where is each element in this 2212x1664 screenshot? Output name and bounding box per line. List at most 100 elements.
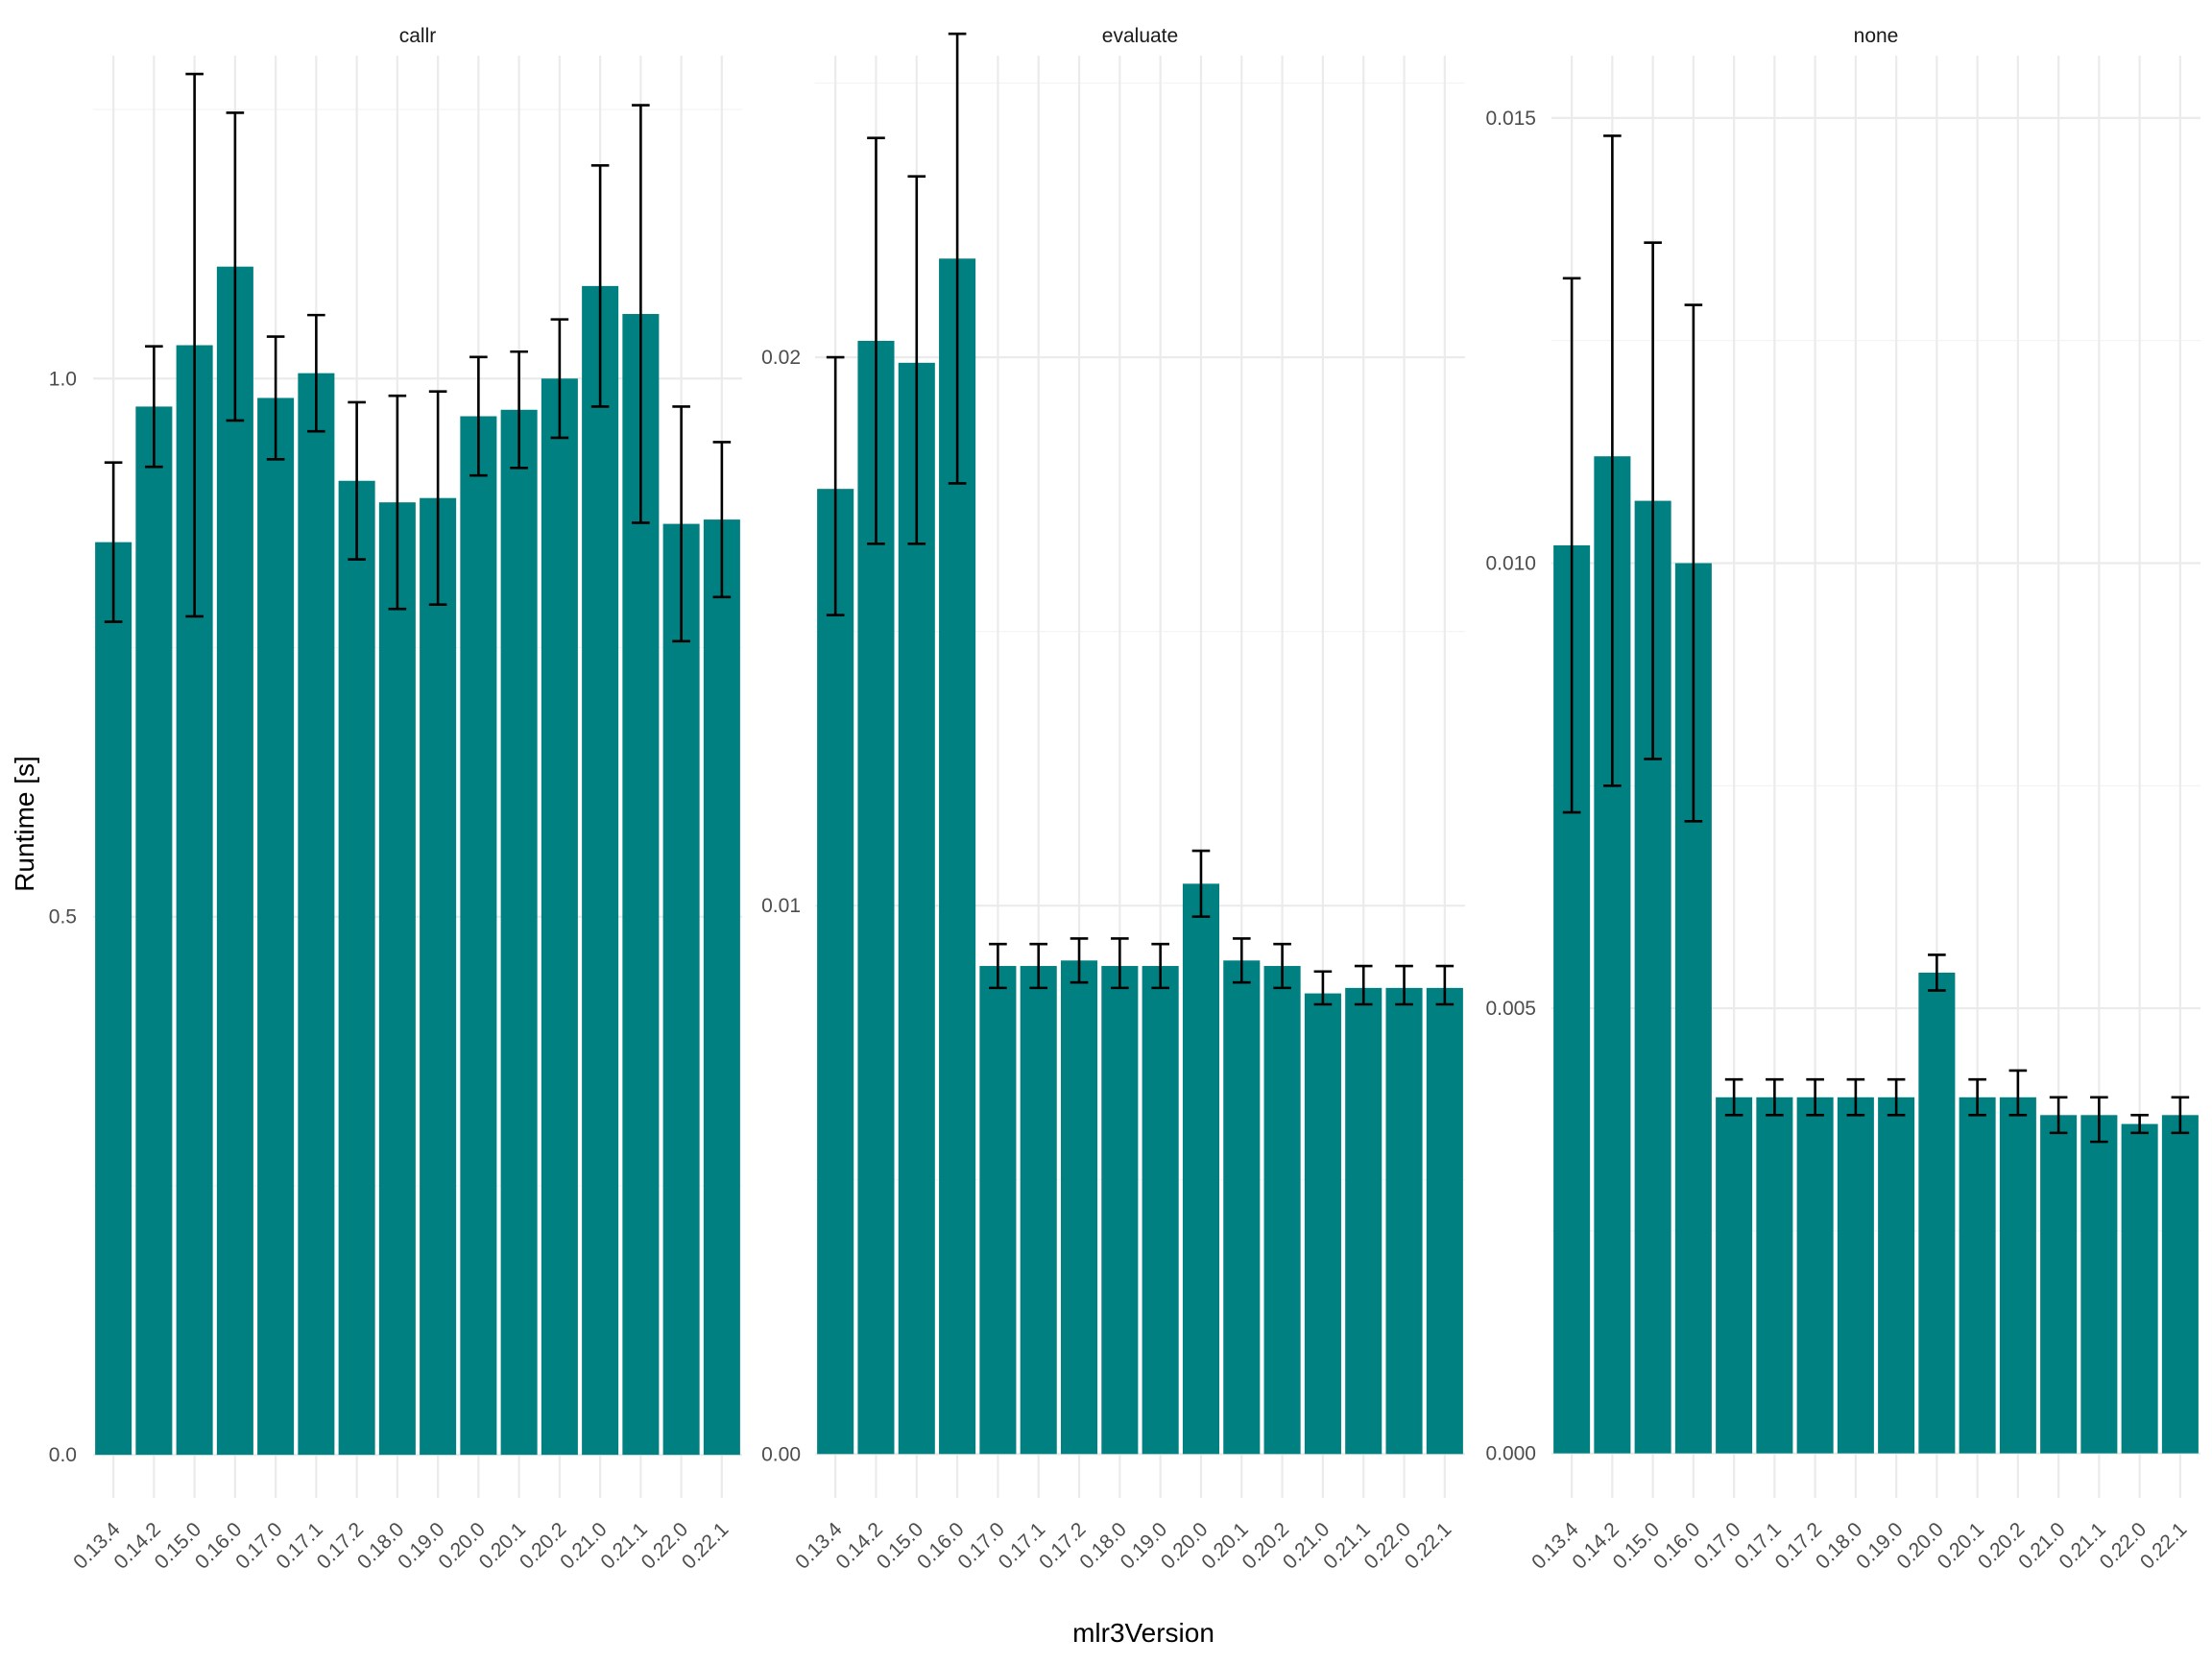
y-tick-label: 0.005 [1485, 998, 1536, 1020]
y-tick-label: 1.0 [49, 368, 77, 390]
error-bar [1435, 964, 1455, 1006]
bar [1878, 1097, 1915, 1454]
error-bar [632, 104, 650, 524]
error-bar [1029, 942, 1048, 990]
bar [703, 519, 740, 1456]
bar [2121, 1123, 2158, 1454]
error-bar [1806, 1077, 1824, 1117]
error-bar [1887, 1077, 1906, 1117]
panels: 0.00.51.00.13.40.14.20.15.00.16.00.17.00… [49, 25, 2200, 1574]
y-tick-label: 0.01 [761, 895, 801, 917]
error-bar [1070, 937, 1089, 984]
y-tick-label: 0.0 [49, 1444, 77, 1466]
y-tick-label: 0.5 [49, 906, 77, 928]
error-bar [1232, 937, 1251, 984]
error-bar [826, 355, 845, 616]
error-bar [469, 355, 488, 477]
bar [135, 406, 173, 1456]
error-bar [428, 390, 447, 606]
error-bar [388, 394, 407, 611]
bar [1999, 1097, 2036, 1454]
x-axis-title: mlr3Version [1072, 1618, 1214, 1648]
y-tick-label: 0.000 [1485, 1443, 1536, 1465]
bar [460, 416, 497, 1456]
bar [662, 523, 700, 1456]
bar [1142, 966, 1179, 1455]
x-tick-label: 0.22.1 [2136, 1518, 2192, 1574]
bar [1020, 966, 1057, 1455]
error-bar [1273, 942, 1291, 990]
bar [1918, 972, 1956, 1454]
error-bar [1724, 1077, 1743, 1117]
error-bar [266, 335, 285, 461]
bar [1426, 987, 1463, 1455]
error-bar [672, 405, 690, 643]
bar [1716, 1097, 1753, 1454]
bar [2040, 1115, 2078, 1454]
bar [1060, 960, 1098, 1455]
error-bar [2008, 1069, 2028, 1117]
error-bar [1191, 849, 1211, 918]
error-bar [1395, 964, 1413, 1006]
error-bar [1313, 970, 1333, 1006]
bar [257, 398, 295, 1456]
x-tick-label: 0.22.1 [1401, 1518, 1456, 1574]
bar [1223, 960, 1261, 1455]
bar [817, 489, 854, 1455]
bar [1263, 966, 1301, 1455]
bar [216, 266, 253, 1456]
error-bar [1928, 953, 1946, 992]
error-bar [2171, 1096, 2190, 1135]
error-bar [867, 136, 885, 545]
error-bar [185, 72, 204, 618]
error-bar [1151, 942, 1169, 990]
error-bar [307, 313, 325, 433]
panel-none: 0.0000.0050.0100.0150.13.40.14.20.15.00.… [1485, 25, 2200, 1574]
bar [1385, 987, 1423, 1455]
panel-callr: 0.00.51.00.13.40.14.20.15.00.16.00.17.00… [49, 25, 742, 1574]
bar [420, 497, 457, 1456]
facet-title: evaluate [1102, 25, 1178, 47]
bar [500, 409, 538, 1456]
bar [378, 502, 416, 1456]
error-bar [948, 32, 967, 485]
bar [1304, 993, 1341, 1455]
bar [1796, 1097, 1834, 1454]
error-bar [1562, 277, 1581, 814]
error-bar [2049, 1096, 2068, 1135]
bar [1101, 966, 1139, 1455]
facet-title: none [1854, 25, 1899, 47]
bar [1837, 1097, 1874, 1454]
error-bar [1603, 134, 1622, 787]
bar [1182, 883, 1220, 1455]
bar [541, 378, 578, 1456]
y-tick-label: 0.015 [1485, 108, 1536, 130]
y-tick-label: 0.010 [1485, 552, 1536, 574]
y-tick-label: 0.02 [761, 347, 801, 369]
bar [582, 285, 619, 1456]
error-bar [1968, 1077, 1986, 1117]
bar [298, 373, 335, 1456]
bar [979, 966, 1017, 1455]
error-bar [1111, 937, 1129, 990]
panel-evaluate: 0.000.010.020.13.40.14.20.15.00.16.00.17… [761, 25, 1465, 1574]
bar [1345, 987, 1382, 1455]
error-bar [104, 461, 123, 623]
error-bar [907, 175, 926, 545]
error-bar [712, 441, 732, 599]
facet-title: callr [399, 25, 437, 47]
error-bar [145, 345, 163, 469]
error-bar [550, 318, 569, 440]
y-axis-title: Runtime [s] [10, 756, 39, 892]
bar [1959, 1097, 1996, 1454]
bar [95, 542, 132, 1456]
error-bar [2090, 1096, 2108, 1144]
error-bar [226, 111, 245, 422]
y-tick-label: 0.00 [761, 1443, 801, 1465]
bar [338, 480, 375, 1456]
bar [1756, 1097, 1793, 1454]
error-bar [1766, 1077, 1784, 1117]
error-bar [1846, 1077, 1865, 1117]
